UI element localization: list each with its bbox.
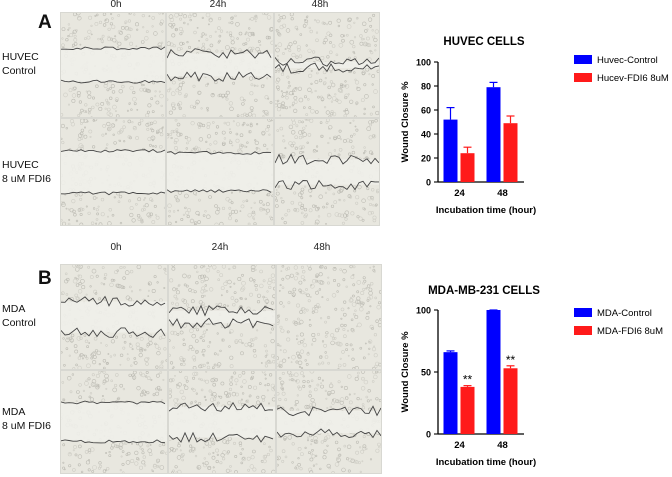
- bar: [503, 123, 518, 182]
- y-tick-label: 20: [421, 154, 431, 164]
- legend-swatch: [574, 326, 592, 335]
- y-tick-label: 40: [421, 130, 431, 140]
- y-tick-label: 80: [421, 82, 431, 92]
- micrograph-b-control-48h: [276, 264, 382, 370]
- bar: [486, 310, 501, 434]
- micrograph-b-fdi6-0h: [60, 370, 168, 474]
- bar: [443, 352, 458, 434]
- micrograph-b-fdi6-24h: [168, 370, 276, 474]
- col-label-0h: 0h: [110, 0, 122, 10]
- y-tick-label: 100: [416, 58, 431, 68]
- bar: [460, 386, 475, 434]
- chart-title: MDA-MB-231 CELLS: [428, 285, 540, 297]
- row-label-line1: MDA: [2, 303, 26, 315]
- legend-entry: MDA-Control: [597, 308, 652, 319]
- panel-letter-a: A: [38, 12, 52, 33]
- col-label-48h: 48h: [311, 0, 329, 10]
- row-label-huvec-fdi6: HUVEC 8 uM FDI6: [2, 158, 51, 186]
- bar: [503, 368, 518, 434]
- x-tick-label: 48: [497, 440, 508, 451]
- col-label-0h: 0h: [110, 242, 122, 253]
- chart-mda: MDA-MB-231 CELLS 0 50 100 Wound Closure % Inc…: [386, 280, 672, 476]
- micrograph-b-control-0h: [60, 264, 168, 370]
- row-label-line1: MDA: [2, 406, 26, 418]
- y-tick-label: 0: [426, 178, 431, 188]
- bar: [443, 119, 458, 182]
- y-tick-label: 0: [426, 430, 431, 440]
- micrograph-a-control-0h: [60, 12, 166, 118]
- row-label-line2: Control: [2, 65, 36, 77]
- y-axis-label: Wound Closure %: [400, 331, 411, 413]
- y-axis-label: Wound Closure %: [400, 81, 411, 163]
- row-label-line2: 8 uM FDI6: [2, 420, 52, 432]
- micrograph-b-fdi6-48h: [276, 370, 382, 474]
- bar: [486, 87, 501, 182]
- significance-marker: **: [506, 353, 516, 367]
- legend-entry: Hucev-FDI6 8uM: [597, 73, 669, 84]
- row-label-line2: 8 uM FDI6: [2, 173, 52, 185]
- y-tick-label: 60: [421, 106, 431, 116]
- micrograph-b-control-24h: [168, 264, 276, 370]
- col-label-24h: 24h: [209, 0, 227, 10]
- legend-entry: Huvec-Control: [597, 55, 658, 66]
- legend-swatch: [574, 308, 592, 317]
- row-label-line1: HUVEC: [2, 159, 39, 171]
- bar: [460, 153, 475, 182]
- col-label-48h: 48h: [313, 242, 331, 253]
- chart-title: HUVEC CELLS: [443, 36, 524, 48]
- x-axis-label: Incubation time (hour): [436, 205, 536, 216]
- row-label-mda-fdi6: MDA 8 uM FDI6: [2, 405, 51, 433]
- row-label-line2: Control: [2, 317, 36, 329]
- col-label-24h: 24h: [211, 242, 229, 253]
- y-tick-label: 50: [421, 368, 431, 378]
- row-label-huvec-control: HUVEC Control: [2, 50, 39, 78]
- x-tick-label: 24: [454, 440, 465, 451]
- row-label-line1: HUVEC: [2, 51, 39, 63]
- micrograph-a-fdi6-48h: [274, 118, 380, 226]
- panel-letter-b: B: [38, 268, 52, 289]
- micrograph-a-fdi6-24h: [166, 118, 274, 226]
- legend-swatch: [574, 73, 592, 82]
- chart-huvec: HUVEC CELLS 0 20 40 60 80 100 Wound Closure % In…: [386, 28, 672, 228]
- micrograph-a-fdi6-0h: [60, 118, 166, 226]
- legend-swatch: [574, 55, 592, 64]
- legend-entry: MDA-FDI6 8uM: [597, 326, 663, 337]
- significance-marker: **: [463, 373, 473, 387]
- row-label-mda-control: MDA Control: [2, 302, 36, 330]
- x-tick-label: 24: [454, 188, 465, 199]
- x-axis-label: Incubation time (hour): [436, 457, 536, 468]
- y-tick-label: 100: [416, 306, 431, 316]
- micrograph-a-control-24h: [166, 12, 274, 118]
- micrograph-a-control-48h: [274, 12, 380, 118]
- x-tick-label: 48: [497, 188, 508, 199]
